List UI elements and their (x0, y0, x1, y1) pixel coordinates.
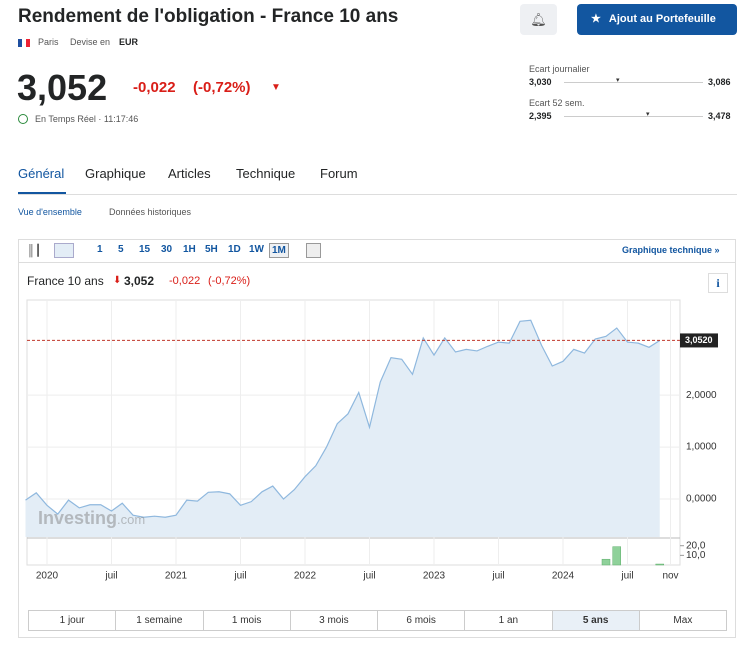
price-tag (680, 333, 718, 348)
range-high: 3,086 (708, 77, 731, 87)
tab[interactable]: Graphique (85, 166, 146, 181)
status: En Temps Réel · 11:17:46 (35, 114, 139, 124)
range-low: 3,030 (529, 77, 552, 87)
line (25, 319, 661, 518)
info-button[interactable]: i (708, 273, 728, 293)
y-tick-label: 2,0000 (686, 390, 717, 401)
x-tick-label: 2024 (552, 571, 575, 582)
x-tick-label: 2023 (423, 571, 446, 582)
period-button[interactable]: 1 an (464, 610, 553, 631)
interval-button[interactable]: 1D (228, 244, 241, 255)
interval-button[interactable]: 5 (118, 244, 124, 255)
x-tick-label: 2022 (294, 571, 317, 582)
x-tick-label: juil (491, 571, 504, 582)
chart-panel (18, 239, 736, 638)
period-button[interactable]: 3 mois (289, 610, 378, 631)
plot-border (26, 299, 681, 566)
x-tick-label: juil (233, 571, 246, 582)
portfolio-button[interactable]: ★ Ajout au Portefeuille (577, 4, 737, 35)
x-tick-label: juil (104, 571, 117, 582)
tab[interactable]: Technique (236, 166, 296, 181)
x-tick-label: 2021 (165, 571, 188, 582)
interval-button[interactable]: 1H (183, 244, 196, 255)
interval-button[interactable]: 30 (161, 244, 173, 255)
interval-button[interactable]: 1 (97, 244, 103, 255)
volume-tick-label: 10,0 (686, 550, 706, 561)
subtab[interactable]: Vue d'ensemble (18, 207, 82, 217)
range-track (564, 116, 703, 117)
price-tag-label: 3,0520 (685, 335, 713, 345)
tab-underline (18, 192, 66, 195)
volume-bar (612, 546, 621, 566)
volume-bar (655, 563, 664, 566)
y-tick-label: 1,0000 (686, 442, 717, 453)
interval-button[interactable]: 15 (139, 244, 151, 255)
volume-bar (601, 558, 611, 566)
x-tick-label: 2020 (36, 571, 59, 582)
range-marker: ▾ (646, 111, 650, 118)
technical-link[interactable]: Graphique technique » (622, 245, 720, 255)
flag (18, 39, 30, 47)
tab[interactable]: Forum (320, 166, 358, 181)
area (25, 320, 660, 537)
area-icon[interactable] (54, 243, 74, 258)
currency-label: Devise en (70, 37, 111, 47)
toolbar-divider (18, 262, 736, 263)
period-button[interactable]: Max (638, 610, 727, 631)
exchange: Paris (38, 37, 59, 47)
range-label: Ecart 52 sem. (529, 98, 585, 108)
down-arrow: ▼ (271, 82, 281, 93)
chart-name: France 10 ans (27, 274, 104, 288)
period-button[interactable]: 1 mois (202, 610, 291, 631)
tab[interactable]: Articles (168, 166, 211, 181)
period-button[interactable]: 6 mois (377, 610, 466, 631)
watermark-suffix: .com (117, 512, 146, 527)
watermark: Investing.com (38, 508, 145, 529)
change-percent: (-0,72%) (193, 79, 251, 96)
candles-icon[interactable]: ║┃ (27, 245, 42, 257)
price: 3,052 (17, 67, 108, 108)
range-label: Ecart journalier (529, 64, 590, 74)
range-low: 2,395 (529, 111, 552, 121)
alert-button[interactable]: 🔔︎ (520, 4, 557, 35)
interval-button[interactable]: 1M (269, 243, 289, 258)
volume-tick-label: 20,0 (686, 540, 706, 551)
chart-change: -0,022 (169, 275, 201, 287)
y-tick-label: 0,0000 (686, 494, 717, 505)
chart-change-percent: (-0,72%) (208, 275, 251, 287)
x-tick-label: juil (362, 571, 375, 582)
range-high: 3,478 (708, 111, 731, 121)
interval-button[interactable]: 1W (249, 244, 264, 255)
period-button[interactable]: 1 jour (28, 610, 117, 631)
period-button[interactable]: 5 ans (551, 610, 640, 631)
period-button[interactable]: 1 semaine (115, 610, 204, 631)
tab-divider (18, 194, 737, 195)
page-title: Rendement de l'obligation - France 10 an… (18, 6, 399, 27)
range-track (564, 82, 703, 83)
tab[interactable]: Général (18, 166, 65, 181)
x-tick-label: nov (662, 571, 678, 582)
chart-price: 3,052 (124, 274, 155, 288)
watermark-brand: Investing (38, 508, 118, 528)
currency: EUR (119, 37, 139, 47)
chart: 0,0000 1,0000 2,0000 2020 juil 2021 juil 2022 ju… (25, 299, 718, 582)
x-tick-label: juil (620, 571, 633, 582)
table-icon[interactable] (306, 243, 321, 258)
range-marker: ▾ (616, 77, 620, 84)
subtab[interactable]: Données historiques (109, 207, 192, 217)
change: -0,022 (133, 79, 176, 96)
clock-icon (18, 114, 28, 124)
interval-button[interactable]: 5H (205, 244, 218, 255)
portfolio-button-label: Ajout au Portefeuille (608, 13, 716, 25)
chart-down-arrow: ⬇ (113, 275, 122, 286)
